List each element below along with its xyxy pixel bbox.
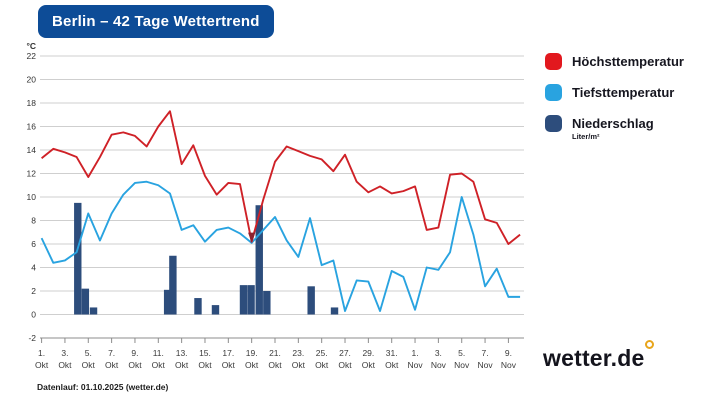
svg-text:13.: 13. [176,348,188,358]
legend-label-precipitation: Niederschlag [572,116,654,131]
svg-text:9.: 9. [131,348,138,358]
svg-text:Nov: Nov [431,360,447,370]
legend-item-min-temp: Tiefsttemperatur [545,84,674,101]
svg-text:°C: °C [26,41,36,51]
svg-text:Okt: Okt [198,360,212,370]
svg-text:1.: 1. [38,348,45,358]
page-title-text: Berlin – 42 Tage Wettertrend [52,13,260,30]
svg-text:Nov: Nov [407,360,423,370]
svg-text:Okt: Okt [245,360,259,370]
svg-text:14: 14 [27,145,37,155]
svg-text:17.: 17. [222,348,234,358]
legend-item-precipitation: Niederschlag [545,115,654,132]
svg-text:Okt: Okt [222,360,236,370]
svg-text:6: 6 [31,239,36,249]
svg-text:18: 18 [27,98,37,108]
svg-text:Okt: Okt [105,360,119,370]
svg-text:Okt: Okt [128,360,142,370]
svg-text:Okt: Okt [58,360,72,370]
wetter-de-logo: wetter.de [543,340,654,372]
svg-text:7.: 7. [108,348,115,358]
svg-text:27.: 27. [339,348,351,358]
max-temp-swatch-icon [545,53,562,70]
svg-text:29.: 29. [362,348,374,358]
svg-text:25.: 25. [316,348,328,358]
svg-text:16: 16 [27,122,37,132]
svg-text:-2: -2 [28,333,36,343]
svg-text:15.: 15. [199,348,211,358]
svg-text:Okt: Okt [82,360,96,370]
degree-circle-icon [644,340,654,349]
svg-text:23.: 23. [292,348,304,358]
svg-text:4: 4 [31,263,36,273]
svg-text:5.: 5. [85,348,92,358]
svg-text:Okt: Okt [175,360,189,370]
svg-text:20: 20 [27,75,37,85]
svg-text:31.: 31. [386,348,398,358]
svg-text:1.: 1. [411,348,418,358]
svg-text:21.: 21. [269,348,281,358]
svg-text:3.: 3. [435,348,442,358]
min-temp-swatch-icon [545,84,562,101]
legend-item-max-temp: Höchsttemperatur [545,53,684,70]
svg-text:Okt: Okt [292,360,306,370]
svg-text:Okt: Okt [35,360,49,370]
svg-text:12: 12 [27,169,37,179]
svg-text:Okt: Okt [362,360,376,370]
precipitation-swatch-icon [545,115,562,132]
wetter-de-logo-text: wetter.de [543,345,645,371]
svg-text:11.: 11. [153,348,164,358]
svg-text:Okt: Okt [315,360,329,370]
precipitation-unit-label: Liter/m² [572,132,600,141]
svg-text:10: 10 [27,192,37,202]
data-run-label: Datenlauf: 01.10.2025 (wetter.de) [37,382,169,392]
svg-text:Nov: Nov [501,360,517,370]
svg-text:8: 8 [31,216,36,226]
svg-text:Okt: Okt [152,360,166,370]
svg-text:19.: 19. [246,348,258,358]
legend-label-max-temp: Höchsttemperatur [572,54,684,69]
svg-text:Okt: Okt [268,360,282,370]
svg-text:9.: 9. [505,348,512,358]
svg-text:Nov: Nov [477,360,493,370]
svg-text:0: 0 [31,310,36,320]
svg-text:22: 22 [27,51,37,61]
svg-text:5.: 5. [458,348,465,358]
svg-text:3.: 3. [61,348,68,358]
svg-text:2: 2 [31,286,36,296]
legend-label-min-temp: Tiefsttemperatur [572,85,675,100]
svg-text:7.: 7. [482,348,489,358]
page-title: Berlin – 42 Tage Wettertrend [38,5,274,38]
svg-text:Okt: Okt [385,360,399,370]
svg-text:Okt: Okt [338,360,352,370]
svg-text:Nov: Nov [454,360,470,370]
